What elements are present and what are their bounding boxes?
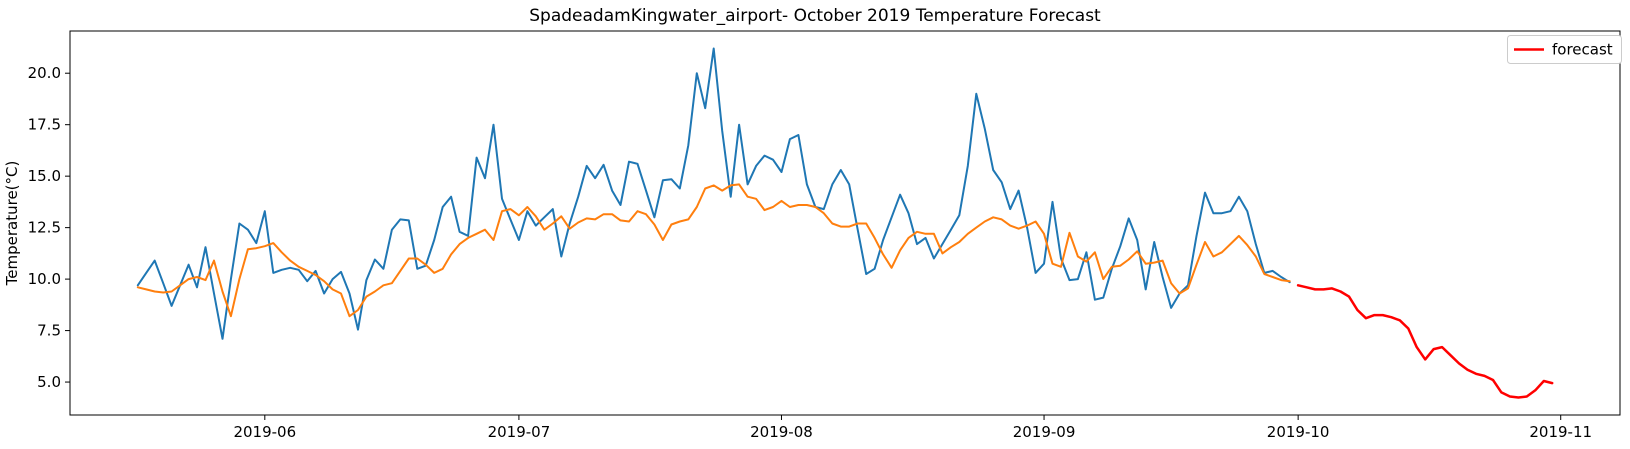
x-tick-label: 2019-10 [1267,423,1330,441]
axes-spines [69,30,1621,416]
x-tick-label: 2019-08 [750,423,813,441]
y-tick-label: 15.0 [28,167,61,185]
axis-ticks: 2019-06 2019-07 2019-08 2019-09 2019-10 2019-… [28,64,1592,441]
x-tick-label: 2019-11 [1529,423,1592,441]
legend-forecast-label: forecast [1552,41,1613,59]
legend: forecast [1507,35,1622,64]
forecast-line [1296,284,1554,399]
x-tick-label: 2019-07 [488,423,551,441]
observed-temperature-line [136,47,1291,340]
data-series [136,47,1554,399]
y-tick-label: 17.5 [28,116,61,134]
chart-title: SpadeadamKingwater_airport- October 2019… [529,6,1101,26]
y-tick-label: 7.5 [37,322,61,340]
plot-area [70,31,1620,415]
y-tick-label: 20.0 [28,64,61,82]
y-tick-label: 12.5 [28,219,61,237]
x-tick-label: 2019-09 [1013,423,1076,441]
x-tick-label: 2019-06 [233,423,296,441]
smoothed-temperature-line [136,183,1291,318]
y-axis-label: Temperature(°C) [3,161,21,287]
y-tick-label: 10.0 [28,270,61,288]
legend-box [1507,35,1622,64]
y-tick-label: 5.0 [37,373,61,391]
